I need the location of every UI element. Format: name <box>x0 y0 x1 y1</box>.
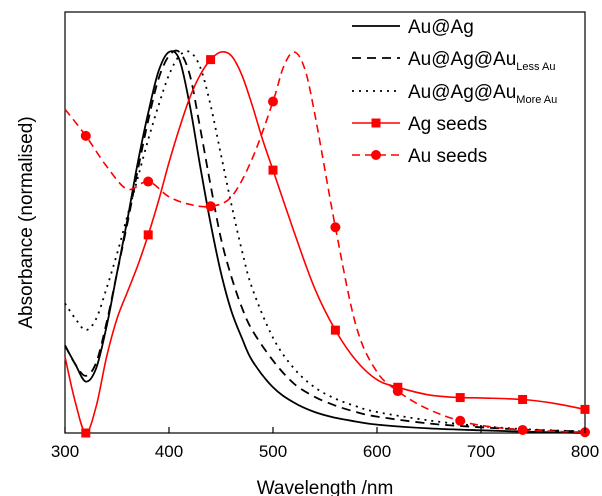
legend-entry-au-ag-au-more-au: Au@Ag@AuMore Au <box>352 82 557 106</box>
au-seeds-marker <box>517 424 528 435</box>
legend-entry-au-seeds: Au seeds <box>352 146 487 167</box>
legend-marker-sample <box>371 118 381 128</box>
ag-seeds-marker <box>518 394 528 404</box>
x-tick-label: 300 <box>51 442 79 461</box>
au-seeds-marker <box>143 176 154 187</box>
series-line-au-seeds <box>64 51 586 433</box>
y-axis-title: Absorbance (normalised) <box>16 116 37 328</box>
x-tick-label: 400 <box>155 442 183 461</box>
series-line-au-ag-au-more-au <box>64 50 586 433</box>
legend-label: Au seeds <box>408 146 487 167</box>
x-axis-ticks: 300 400 500 600 700 800 <box>51 427 599 461</box>
legend-label: Au@Ag@AuLess Au <box>408 49 555 73</box>
legend-marker-sample <box>371 150 381 160</box>
legend-label: Au@Ag <box>408 17 474 38</box>
ag-seeds-marker <box>268 165 278 175</box>
au-seeds-marker <box>268 96 278 107</box>
ag-seeds-marker <box>330 325 340 335</box>
legend-entry-au-ag-au-less-au: Au@Ag@AuLess Au <box>352 49 555 73</box>
ag-seeds-marker <box>143 230 153 240</box>
ag-seeds-marker <box>206 55 216 65</box>
legend-entry-ag-seeds: Ag seeds <box>352 114 487 135</box>
legend-label: Au@Ag@AuMore Au <box>408 82 557 106</box>
x-tick-label: 800 <box>571 442 599 461</box>
x-tick-label: 700 <box>467 442 495 461</box>
series-layer <box>64 49 586 434</box>
ag-seeds-marker <box>81 428 91 438</box>
series-line-au-ag <box>64 50 586 434</box>
au-seeds-marker <box>80 130 91 141</box>
series-line-au-ag-au-less-au <box>64 49 586 433</box>
legend-label: Ag seeds <box>408 114 487 135</box>
x-tick-label: 600 <box>363 442 391 461</box>
ag-seeds-marker <box>455 393 465 403</box>
au-seeds-marker <box>205 201 216 212</box>
au-seeds-marker <box>392 386 403 397</box>
au-seeds-marker <box>455 415 466 426</box>
marker-layer <box>80 55 590 438</box>
x-axis-title: Wavelength /nm <box>257 478 394 496</box>
plot-frame <box>64 11 586 434</box>
au-seeds-marker <box>330 222 341 233</box>
legend: Au@Ag Au@Ag@AuLess Au Au@Ag@AuMore Au Ag se… <box>352 17 557 167</box>
series-line-ag-seeds <box>64 51 586 434</box>
ag-seeds-marker <box>580 404 590 414</box>
x-tick-label: 500 <box>259 442 287 461</box>
legend-entry-au-ag: Au@Ag <box>352 17 474 38</box>
